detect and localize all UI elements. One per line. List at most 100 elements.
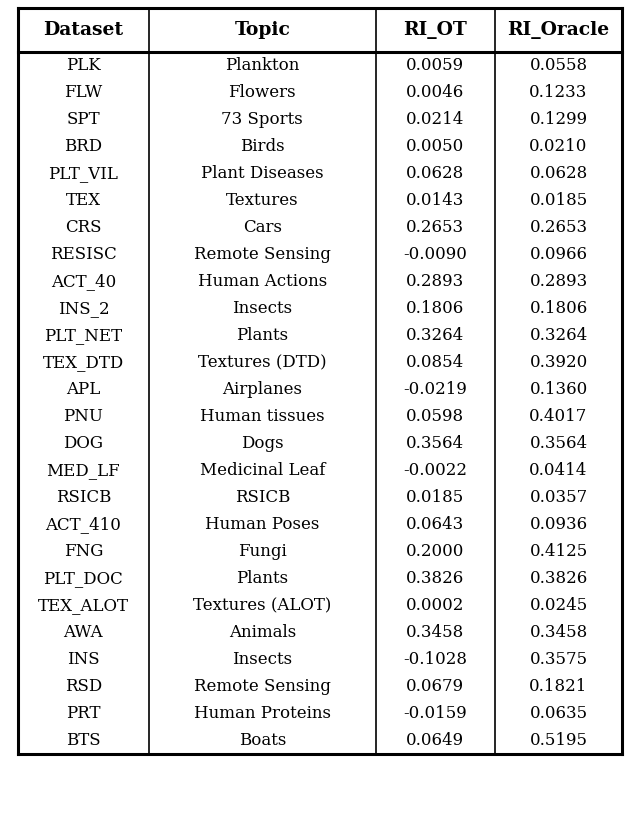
Text: -0.1028: -0.1028 — [403, 651, 467, 668]
Text: Textures (ALOT): Textures (ALOT) — [193, 597, 332, 614]
Text: INS: INS — [67, 651, 100, 668]
Text: 0.0635: 0.0635 — [529, 705, 588, 722]
Text: 0.0245: 0.0245 — [529, 597, 588, 614]
Text: Plankton: Plankton — [225, 57, 300, 74]
Text: 0.0643: 0.0643 — [406, 516, 465, 533]
Text: RSD: RSD — [65, 678, 102, 695]
Text: FLW: FLW — [64, 84, 102, 101]
Text: 0.3458: 0.3458 — [406, 624, 465, 641]
Text: 0.1806: 0.1806 — [406, 300, 465, 317]
Text: 0.2000: 0.2000 — [406, 543, 465, 560]
Text: 0.0185: 0.0185 — [529, 192, 588, 209]
Text: 0.3564: 0.3564 — [529, 435, 588, 452]
Text: 0.0628: 0.0628 — [529, 165, 588, 182]
Text: Airplanes: Airplanes — [222, 381, 302, 398]
Text: Textures: Textures — [226, 192, 299, 209]
Text: INS_2: INS_2 — [58, 300, 109, 317]
Text: 0.3826: 0.3826 — [406, 570, 465, 587]
Text: ACT_40: ACT_40 — [51, 273, 116, 290]
Text: Human Actions: Human Actions — [198, 273, 327, 290]
Text: BTS: BTS — [66, 732, 100, 749]
Text: TEX_DTD: TEX_DTD — [43, 354, 124, 371]
Text: 0.0059: 0.0059 — [406, 57, 465, 74]
Text: Human Proteins: Human Proteins — [194, 705, 331, 722]
Text: 0.1360: 0.1360 — [529, 381, 588, 398]
Text: 0.4125: 0.4125 — [529, 543, 588, 560]
Text: Insects: Insects — [232, 651, 292, 668]
Text: -0.0159: -0.0159 — [404, 705, 467, 722]
Text: TEX_ALOT: TEX_ALOT — [38, 597, 129, 614]
Text: BRD: BRD — [65, 138, 102, 155]
Text: MED_LF: MED_LF — [47, 462, 120, 479]
Text: 0.0046: 0.0046 — [406, 84, 465, 101]
Text: 0.0598: 0.0598 — [406, 408, 465, 425]
Text: 0.2653: 0.2653 — [406, 219, 465, 236]
Text: 0.3564: 0.3564 — [406, 435, 465, 452]
Text: CRS: CRS — [65, 219, 102, 236]
Text: PRT: PRT — [66, 705, 100, 722]
Text: -0.0090: -0.0090 — [403, 246, 467, 263]
Text: 0.1806: 0.1806 — [529, 300, 588, 317]
Text: Cars: Cars — [243, 219, 282, 236]
Text: 0.3826: 0.3826 — [529, 570, 588, 587]
Text: 0.0414: 0.0414 — [529, 462, 588, 479]
Text: 0.0214: 0.0214 — [406, 111, 465, 128]
Text: Remote Sensing: Remote Sensing — [194, 246, 331, 263]
Text: 0.0854: 0.0854 — [406, 354, 465, 371]
Text: 0.1299: 0.1299 — [529, 111, 588, 128]
Text: 0.5195: 0.5195 — [529, 732, 588, 749]
Text: 0.1821: 0.1821 — [529, 678, 588, 695]
Text: Remote Sensing: Remote Sensing — [194, 678, 331, 695]
Text: RESISC: RESISC — [50, 246, 116, 263]
Text: 0.0966: 0.0966 — [529, 246, 588, 263]
Text: Plant Diseases: Plant Diseases — [201, 165, 324, 182]
Text: 0.0558: 0.0558 — [529, 57, 588, 74]
Text: -0.0022: -0.0022 — [403, 462, 467, 479]
Text: PLT_DOC: PLT_DOC — [44, 570, 124, 587]
Text: 0.3264: 0.3264 — [406, 327, 465, 344]
Text: 0.0628: 0.0628 — [406, 165, 465, 182]
Text: Animals: Animals — [228, 624, 296, 641]
Text: 73 Sports: 73 Sports — [221, 111, 303, 128]
Text: RSICB: RSICB — [56, 489, 111, 506]
Text: Human tissues: Human tissues — [200, 408, 324, 425]
Text: RI_OT: RI_OT — [403, 21, 467, 39]
Text: 0.2653: 0.2653 — [529, 219, 588, 236]
Text: PLK: PLK — [66, 57, 100, 74]
Text: Plants: Plants — [236, 570, 289, 587]
Text: 0.3575: 0.3575 — [529, 651, 588, 668]
Text: 0.3920: 0.3920 — [529, 354, 588, 371]
Text: Birds: Birds — [240, 138, 285, 155]
Text: DOG: DOG — [63, 435, 104, 452]
Text: Topic: Topic — [234, 21, 290, 39]
Text: Dogs: Dogs — [241, 435, 284, 452]
Text: Human Poses: Human Poses — [205, 516, 319, 533]
Text: PLT_VIL: PLT_VIL — [49, 165, 118, 182]
Text: Dataset: Dataset — [44, 21, 124, 39]
Text: 0.0143: 0.0143 — [406, 192, 465, 209]
Text: 0.1233: 0.1233 — [529, 84, 588, 101]
Text: 0.0679: 0.0679 — [406, 678, 465, 695]
Text: RI_Oracle: RI_Oracle — [508, 21, 609, 39]
Text: 0.3458: 0.3458 — [529, 624, 588, 641]
Text: Fungi: Fungi — [238, 543, 287, 560]
Text: TEX: TEX — [66, 192, 101, 209]
Text: SPT: SPT — [67, 111, 100, 128]
Text: -0.0219: -0.0219 — [403, 381, 467, 398]
Text: RSICB: RSICB — [235, 489, 290, 506]
Text: 0.0185: 0.0185 — [406, 489, 465, 506]
Text: 0.0357: 0.0357 — [529, 489, 588, 506]
Text: FNG: FNG — [64, 543, 103, 560]
Text: Insects: Insects — [232, 300, 292, 317]
Text: Boats: Boats — [239, 732, 286, 749]
Text: Medicinal Leaf: Medicinal Leaf — [200, 462, 325, 479]
Text: PNU: PNU — [63, 408, 103, 425]
Text: 0.2893: 0.2893 — [406, 273, 465, 290]
Text: 0.3264: 0.3264 — [529, 327, 588, 344]
Text: 0.2893: 0.2893 — [529, 273, 588, 290]
Text: PLT_NET: PLT_NET — [44, 327, 122, 344]
Text: 0.0936: 0.0936 — [529, 516, 588, 533]
Text: Textures (DTD): Textures (DTD) — [198, 354, 326, 371]
Text: 0.0050: 0.0050 — [406, 138, 465, 155]
Text: 0.0210: 0.0210 — [529, 138, 588, 155]
